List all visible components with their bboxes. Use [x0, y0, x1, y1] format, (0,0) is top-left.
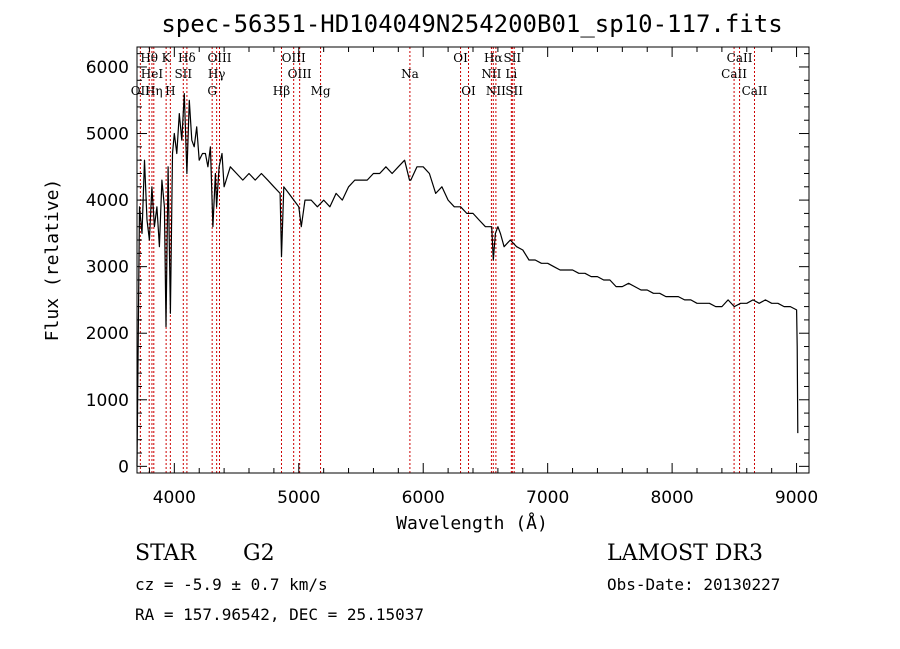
x-tick-label: 4000	[153, 488, 196, 508]
spectral-line-label: Hδ	[178, 51, 196, 65]
spectrum-series	[136, 92, 799, 467]
y-axis-label: Flux (relative)	[42, 179, 63, 342]
spectral-line-label: Hβ	[273, 84, 290, 98]
spectral-line-label: SII	[503, 51, 521, 65]
y-tick-label: 5000	[86, 125, 129, 145]
spectral-line-label: OIII	[207, 51, 231, 65]
spectral-line-label: NII	[486, 84, 506, 98]
y-tick-label: 2000	[86, 324, 129, 344]
coordinates: RA = 157.96542, DEC = 25.15037	[135, 605, 424, 624]
x-tick-label: 8000	[650, 488, 693, 508]
y-tick-label: 0	[118, 457, 129, 477]
spectral-line-label: CaII	[721, 67, 747, 81]
y-tick-label: 1000	[86, 391, 129, 411]
x-axis-label: Wavelength (Å)	[396, 512, 548, 534]
spectral-line-label: Na	[401, 67, 419, 81]
observation-date: Obs-Date: 20130227	[607, 575, 780, 594]
spectral-line-label: NII	[481, 67, 501, 81]
spectral-line-label: Hη	[145, 84, 163, 98]
plot-frame	[136, 46, 810, 474]
spectral-line-label: CaII	[727, 51, 753, 65]
x-tick-label: 9000	[775, 488, 818, 508]
redshift-value: cz = -5.9 ± 0.7 km/s	[135, 575, 328, 594]
y-tick-label: 3000	[86, 258, 129, 278]
y-tick-label: 4000	[86, 191, 129, 211]
spectral-line-label: Hθ	[140, 51, 158, 65]
spectral-line-label: Mg	[311, 84, 331, 98]
x-tick-label: 7000	[526, 488, 569, 508]
spectral-line-label: H	[165, 84, 175, 98]
chart-title: spec-56351-HD104049N254200B01_sp10-117.f…	[161, 10, 782, 38]
y-tick-label: 6000	[86, 58, 129, 78]
spectral-line-markers	[139, 47, 755, 473]
spectral-line-label: HeI	[141, 67, 164, 81]
y-axis-ticks: 0 1000 2000 3000 4000 5000 6000	[86, 53, 809, 477]
x-tick-label: 5000	[277, 488, 320, 508]
spectral-line-label: OIII	[288, 67, 312, 81]
spectral-line-label: OI	[453, 51, 468, 65]
spectral-line-label: OI	[461, 84, 476, 98]
spectrum-line	[136, 92, 799, 467]
spectral-line-label: OIII	[282, 51, 306, 65]
spectral-line-label: Hα	[484, 51, 503, 65]
spectral-line-label: CaII	[742, 84, 768, 98]
x-axis-ticks: 4000 5000 6000 7000 8000 9000	[148, 47, 818, 508]
object-subclass: G2	[243, 541, 275, 566]
spectral-line-label: Li	[505, 67, 517, 81]
survey-name: LAMOST DR3	[607, 541, 763, 566]
spectral-line-label: Hγ	[208, 67, 226, 81]
object-class: STAR	[135, 541, 197, 566]
spectral-line-label: SII	[174, 67, 192, 81]
spectral-line-label: G	[207, 84, 217, 98]
spectral-line-label: OII	[131, 84, 151, 98]
spectral-line-label: K	[162, 51, 172, 65]
spectral-line-label: SII	[505, 84, 523, 98]
x-tick-label: 6000	[402, 488, 445, 508]
